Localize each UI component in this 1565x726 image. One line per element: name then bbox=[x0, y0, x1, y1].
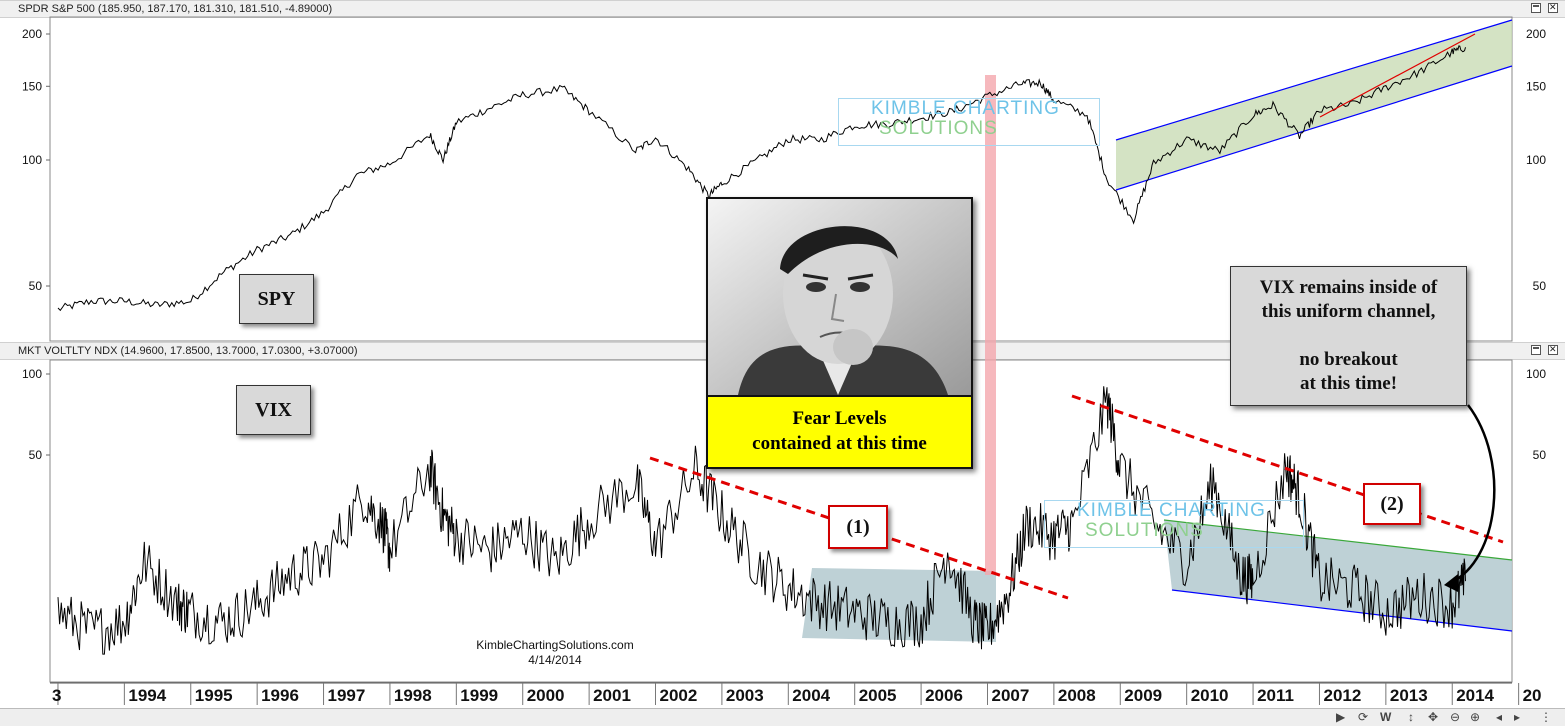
x-axis-label: 2010 bbox=[1191, 686, 1229, 705]
marker-2: (2) bbox=[1363, 483, 1421, 525]
vix-price-series bbox=[57, 386, 1466, 655]
credit-site: KimbleChartingSolutions.com bbox=[476, 638, 634, 652]
fear-caption: Fear Levels contained at this time bbox=[708, 395, 971, 467]
spy-y-tick-label-left: 200 bbox=[22, 27, 42, 41]
vix-y-tick-label-right: 100 bbox=[1526, 367, 1546, 381]
move-icon[interactable]: ✥ bbox=[1428, 710, 1439, 724]
watermark-bottom-line2: SOLUTIONS bbox=[1085, 520, 1204, 541]
spy-y-tick-label-right: 150 bbox=[1526, 79, 1546, 93]
spy-y-tick-label-right: 50 bbox=[1533, 279, 1547, 293]
x-axis-label: 2006 bbox=[925, 686, 963, 705]
vix-pane-close-icon[interactable] bbox=[1548, 343, 1558, 355]
x-axis-label: 2011 bbox=[1257, 686, 1294, 705]
vix-y-tick-label-right: 50 bbox=[1533, 448, 1547, 462]
x-axis-label: 2002 bbox=[660, 686, 698, 705]
worried-man-photo-icon bbox=[708, 199, 971, 395]
watermark-top-line2: SOLUTIONS bbox=[879, 118, 998, 139]
x-axis-label: 1999 bbox=[460, 686, 498, 705]
vix-label: VIX bbox=[236, 385, 311, 435]
fear-image-panel: Fear Levels contained at this time bbox=[706, 197, 973, 469]
x-axis-label: 2003 bbox=[726, 686, 764, 705]
spy-channel-bottom-line bbox=[1115, 65, 1513, 191]
x-axis-label: 2008 bbox=[1058, 686, 1096, 705]
vix-2004-2007-zone bbox=[802, 568, 996, 642]
vix-channel-bottom-line bbox=[1171, 589, 1513, 632]
callout-line3: no breakout bbox=[1299, 349, 1398, 370]
vertical-resize-icon[interactable]: ↕ bbox=[1408, 710, 1414, 724]
vix-channel-callout: VIX remains inside of this uniform chann… bbox=[1230, 266, 1467, 406]
watermark-top: KIMBLE CHARTING SOLUTIONS bbox=[838, 98, 1100, 146]
marker-1: (1) bbox=[828, 505, 888, 549]
x-axis-label: 2004 bbox=[792, 686, 830, 705]
zoom-in-icon[interactable]: ⊕ bbox=[1470, 710, 1481, 724]
spy-channel-fill bbox=[1116, 20, 1512, 190]
callout-line4: at this time! bbox=[1299, 373, 1398, 394]
more-right-icon[interactable]: ▸ bbox=[1514, 710, 1521, 724]
status-bar: ▶ ⟳ W ↕ ✥ ⊖ ⊕ ◂ ▸ ⋮ bbox=[0, 708, 1565, 726]
vix-pane-title: MKT VOLTLTY NDX (14.9600, 17.8500, 13.70… bbox=[18, 345, 358, 357]
fear-caption-line2: contained at this time bbox=[752, 433, 927, 454]
spy-inner-trend-line bbox=[1319, 33, 1476, 118]
spy-pane-maximize-icon[interactable] bbox=[1531, 3, 1541, 13]
x-axis-label: 1997 bbox=[328, 686, 366, 705]
vix-downtrend-1 bbox=[649, 456, 1069, 600]
x-axis-label: 2001 bbox=[593, 686, 631, 705]
vix-price-line bbox=[57, 386, 1466, 655]
x-axis-label: 1994 bbox=[128, 686, 166, 705]
credit-date: 4/14/2014 bbox=[528, 653, 582, 667]
vix-y-tick-label-left: 50 bbox=[29, 448, 43, 462]
scroll-right-icon[interactable]: ▶ bbox=[1336, 710, 1346, 724]
x-axis-label: 1998 bbox=[394, 686, 432, 705]
refresh-icon[interactable]: ⟳ bbox=[1358, 710, 1369, 724]
y-axis-ticks: 50 50 100 100 150 150 200 200 50 50 100 100 bbox=[22, 27, 1546, 462]
spy-y-tick-label-left: 50 bbox=[29, 279, 43, 293]
spy-channel-top-line bbox=[1115, 19, 1513, 141]
spy-price-series bbox=[57, 45, 1466, 312]
spy-pane-close-icon[interactable] bbox=[1548, 1, 1558, 13]
callout-arrow bbox=[1449, 404, 1496, 585]
spy-label: SPY bbox=[239, 274, 314, 324]
callout-line2: this uniform channel, bbox=[1261, 301, 1436, 322]
x-axis-label: 2014 bbox=[1456, 686, 1494, 705]
watermark-bottom: KIMBLE CHARTING SOLUTIONS bbox=[1044, 500, 1304, 548]
x-axis-label: 1995 bbox=[195, 686, 233, 705]
vix-y-tick-label-left: 100 bbox=[22, 367, 42, 381]
vix-pane-maximize-icon[interactable] bbox=[1531, 345, 1541, 355]
spy-y-tick-label-right: 100 bbox=[1526, 153, 1546, 167]
zoom-out-icon[interactable]: ⊖ bbox=[1450, 710, 1461, 724]
more-left-icon[interactable]: ◂ bbox=[1496, 710, 1503, 724]
vix-downtrend-2 bbox=[1071, 394, 1504, 544]
spy-y-tick-label-left: 100 bbox=[22, 153, 42, 167]
x-axis-label: 2000 bbox=[527, 686, 565, 705]
x-axis: 3 1994 1995 1996 1997 1998 1999 2000 2001 2002 200… bbox=[50, 682, 1542, 705]
watermark-bottom-line1: KIMBLE CHARTING bbox=[1077, 500, 1266, 521]
x-axis-label: 2009 bbox=[1124, 686, 1162, 705]
x-axis-label: 3 bbox=[52, 686, 61, 705]
x-axis-label: 2007 bbox=[992, 686, 1030, 705]
x-axis-label: 2012 bbox=[1324, 686, 1362, 705]
x-axis-label: 1996 bbox=[261, 686, 299, 705]
callout-arrowhead-icon bbox=[1444, 574, 1458, 592]
callout-line1: VIX remains inside of bbox=[1259, 277, 1438, 298]
spy-pane-title: SPDR S&P 500 (185.950, 187.170, 181.310,… bbox=[18, 3, 333, 15]
period-weekly-icon[interactable]: W bbox=[1380, 710, 1392, 724]
x-axis-label: 20 bbox=[1523, 686, 1542, 705]
watermark-top-line1: KIMBLE CHARTING bbox=[871, 98, 1060, 119]
spy-y-tick-label-right: 200 bbox=[1526, 27, 1546, 41]
spy-price-line bbox=[57, 45, 1466, 312]
fear-caption-line1: Fear Levels bbox=[792, 408, 887, 429]
x-axis-label: 2013 bbox=[1390, 686, 1428, 705]
status-grip-icon[interactable]: ⋮ bbox=[1540, 710, 1552, 724]
x-axis-label: 2005 bbox=[859, 686, 897, 705]
credit-block: KimbleChartingSolutions.com 4/14/2014 bbox=[440, 638, 670, 668]
spy-y-tick-label-left: 150 bbox=[22, 79, 42, 93]
highlight-band-2007 bbox=[985, 75, 996, 575]
